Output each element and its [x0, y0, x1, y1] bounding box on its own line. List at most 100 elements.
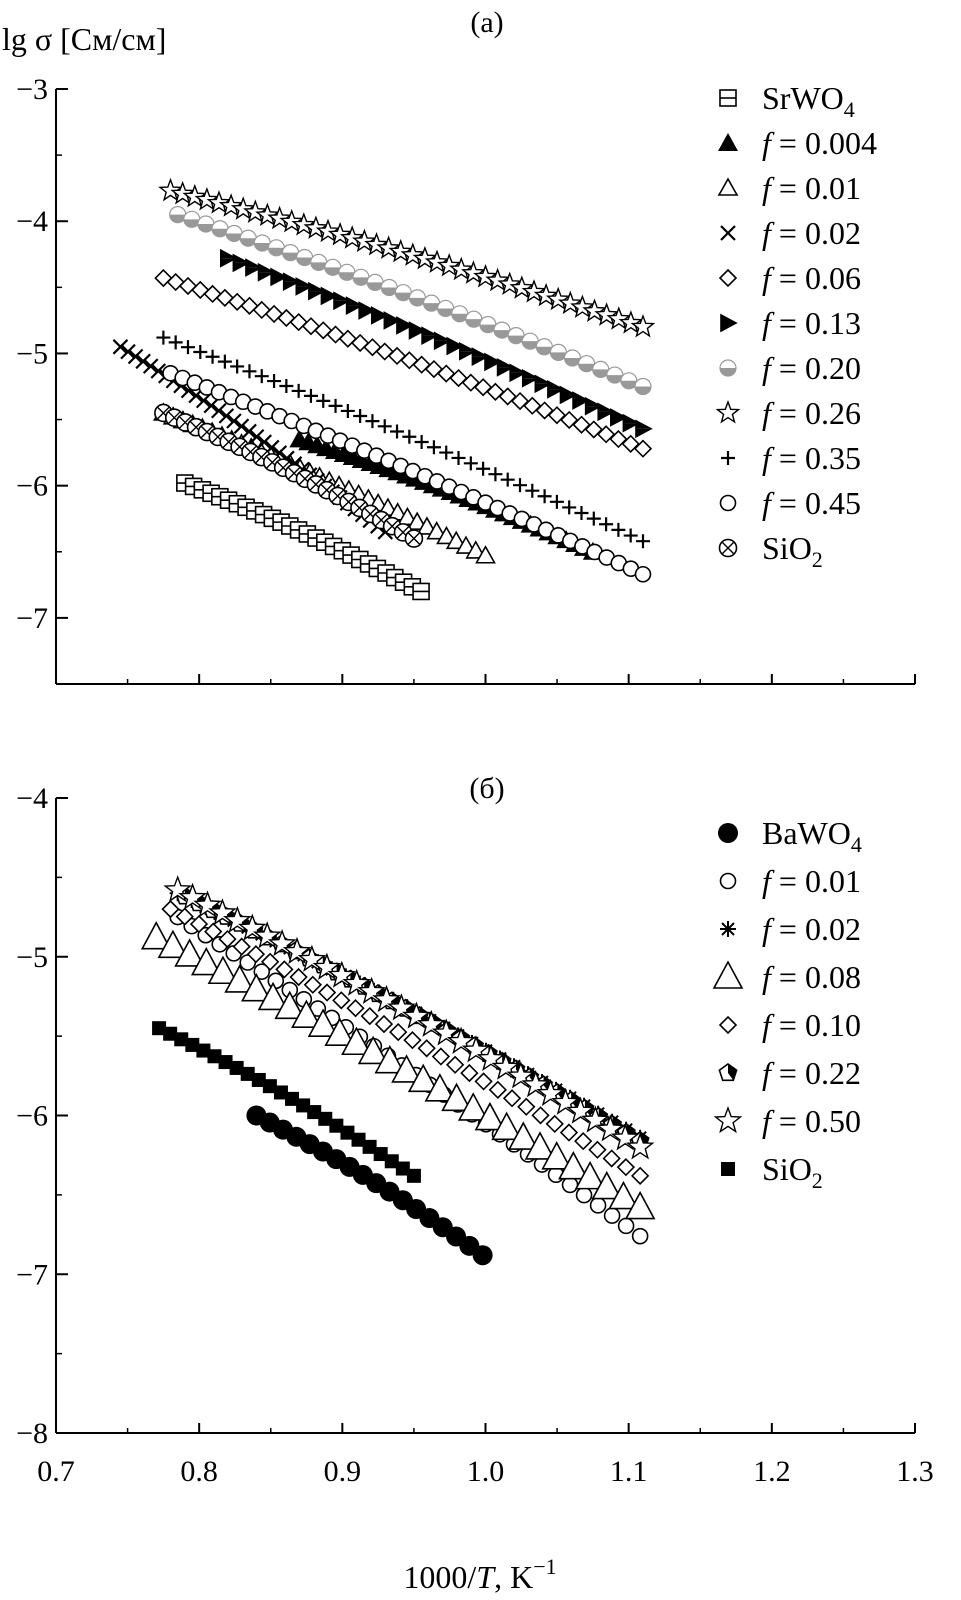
series-bawo4 — [246, 1105, 493, 1266]
data-point — [507, 1121, 539, 1150]
data-point — [342, 968, 372, 996]
legend-text: SiO — [762, 1151, 812, 1187]
data-point — [232, 253, 251, 273]
data-point — [574, 1160, 606, 1190]
data-point — [217, 354, 232, 369]
y-axis-title: lg σ [См/см] — [2, 21, 166, 57]
data-point — [506, 1061, 536, 1089]
legend-label: f = 0.02 — [762, 215, 861, 251]
data-point — [426, 521, 448, 540]
data-point — [161, 899, 180, 919]
data-point — [279, 208, 305, 233]
x-tick-label: 1.1 — [610, 1455, 648, 1488]
legend-label: SrWO4 — [762, 80, 855, 122]
data-point — [282, 272, 301, 291]
data-point — [273, 1085, 288, 1100]
data-point — [461, 1035, 491, 1063]
data-point — [224, 964, 255, 993]
legend-value: = 0.50 — [771, 1103, 861, 1139]
data-point — [218, 929, 237, 949]
data-point — [324, 1017, 356, 1046]
data-point — [509, 363, 527, 383]
data-point — [230, 196, 256, 220]
data-point — [158, 177, 183, 202]
data-point — [406, 511, 428, 530]
legend-value: = 0.22 — [771, 1055, 861, 1091]
legend-text: SrWO — [762, 80, 844, 116]
data-point — [208, 898, 237, 926]
data-point — [606, 366, 624, 384]
data-point — [233, 418, 250, 434]
data-point — [403, 1031, 422, 1050]
data-point — [502, 1089, 522, 1108]
y-tick-label: −6 — [16, 1100, 48, 1133]
data-point — [451, 450, 466, 465]
data-point — [370, 306, 389, 325]
data-point — [182, 183, 208, 208]
data-point — [408, 321, 427, 340]
data-point — [178, 882, 207, 910]
data-point — [566, 1096, 595, 1124]
x-axis-title-exponent: −1 — [533, 1554, 556, 1579]
data-point — [237, 913, 267, 941]
data-point — [536, 1078, 565, 1107]
data-point — [256, 434, 272, 450]
data-point — [433, 331, 452, 351]
x-axis-title-unit: , K — [494, 1559, 533, 1595]
data-point — [404, 529, 424, 548]
data-point — [400, 242, 426, 266]
legend-value: = 0.20 — [771, 350, 861, 386]
data-point — [333, 291, 351, 311]
data-point — [303, 975, 322, 994]
data-point — [373, 1147, 388, 1162]
panel-label: (б) — [469, 772, 504, 805]
series-f-0-35 — [156, 330, 650, 549]
data-point — [374, 1014, 394, 1034]
data-point — [521, 368, 540, 388]
data-point — [174, 938, 205, 967]
data-point — [507, 327, 525, 345]
legend-label: BaWO4 — [762, 815, 862, 857]
legend-value: = 0.35 — [771, 440, 861, 476]
data-point — [318, 1111, 333, 1126]
data-point — [549, 343, 567, 361]
data-point — [426, 440, 441, 455]
legend-label: f = 0.08 — [762, 959, 861, 995]
data-point — [630, 313, 656, 338]
legend-label: f = 0.20 — [762, 350, 861, 386]
data-point — [471, 347, 490, 366]
y-tick-label: −4 — [16, 782, 48, 815]
data-point — [488, 467, 503, 482]
data-point — [451, 305, 469, 323]
legend-value: = 0.10 — [771, 1007, 861, 1043]
data-point — [610, 408, 628, 427]
legend-marker — [715, 399, 741, 424]
data-point — [346, 999, 365, 1018]
x-tick-label: 1.0 — [467, 1455, 505, 1488]
data-point — [291, 212, 317, 236]
data-point — [424, 249, 450, 274]
data-point — [255, 202, 280, 227]
data-point — [461, 260, 486, 284]
data-point — [163, 1026, 178, 1041]
data-point — [431, 1018, 461, 1046]
data-point — [517, 1097, 536, 1116]
data-point — [205, 349, 220, 364]
data-point — [320, 286, 339, 306]
data-point — [631, 1227, 649, 1245]
legend-label: f = 0.10 — [762, 1007, 861, 1043]
y-tick-label: −5 — [16, 941, 48, 974]
data-point — [365, 414, 380, 429]
data-point — [240, 973, 272, 1002]
data-point — [455, 535, 477, 554]
data-point — [384, 1154, 399, 1169]
x-axis-title: 1000/T, K−1 — [403, 1554, 556, 1595]
data-point — [383, 311, 402, 330]
data-point — [140, 921, 172, 950]
data-point — [581, 1105, 610, 1133]
legend-label: f = 0.06 — [762, 260, 861, 296]
data-point — [340, 403, 355, 418]
data-point — [270, 267, 288, 287]
data-point — [267, 374, 282, 389]
data-point — [549, 494, 564, 509]
